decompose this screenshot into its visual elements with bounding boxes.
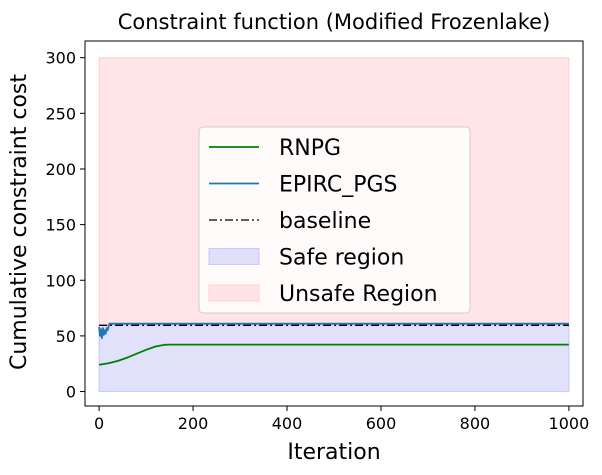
y-axis-label: Cumulative constraint cost xyxy=(7,74,32,370)
y-tick-label: 200 xyxy=(45,160,76,179)
x-tick-label: 400 xyxy=(272,414,303,433)
x-axis: 0 200 400 600 800 1000 xyxy=(94,406,589,433)
y-tick-label: 100 xyxy=(45,271,76,290)
x-tick-label: 200 xyxy=(178,414,209,433)
x-tick-label: 600 xyxy=(366,414,397,433)
y-axis: 0 50 100 150 200 250 300 xyxy=(45,49,85,402)
epirc-pgs-legend-label: EPIRC_PGS xyxy=(279,173,398,198)
x-axis-label: Iteration xyxy=(287,440,380,465)
y-tick-label: 50 xyxy=(56,327,76,346)
legend-box xyxy=(198,126,471,314)
y-tick-label: 0 xyxy=(66,383,76,402)
chart-title: Constraint function (Modified Frozenlake… xyxy=(118,10,551,34)
safe-region-legend-label: Safe region xyxy=(279,246,404,271)
baseline-legend-label: baseline xyxy=(279,209,371,234)
y-tick-label: 250 xyxy=(45,104,76,123)
plot-frame xyxy=(84,40,584,407)
x-tick-label: 1000 xyxy=(549,414,590,433)
y-tick-label: 300 xyxy=(45,49,76,68)
x-tick-label: 0 xyxy=(94,414,104,433)
legend: RNPG EPIRC_PGS baseline Safe region Unsafe R… xyxy=(198,126,471,314)
x-tick-label: 800 xyxy=(460,414,491,433)
safe-region-legend-swatch xyxy=(208,248,260,265)
rnpg-line xyxy=(98,343,569,366)
y-tick-label: 150 xyxy=(45,216,76,235)
unsafe-region-legend-label: Unsafe Region xyxy=(279,282,438,307)
rnpg-legend-label: RNPG xyxy=(279,136,341,161)
epirc-pgs-line xyxy=(98,322,569,340)
safe-region-band xyxy=(98,324,570,393)
unsafe-region-legend-swatch xyxy=(208,284,260,302)
